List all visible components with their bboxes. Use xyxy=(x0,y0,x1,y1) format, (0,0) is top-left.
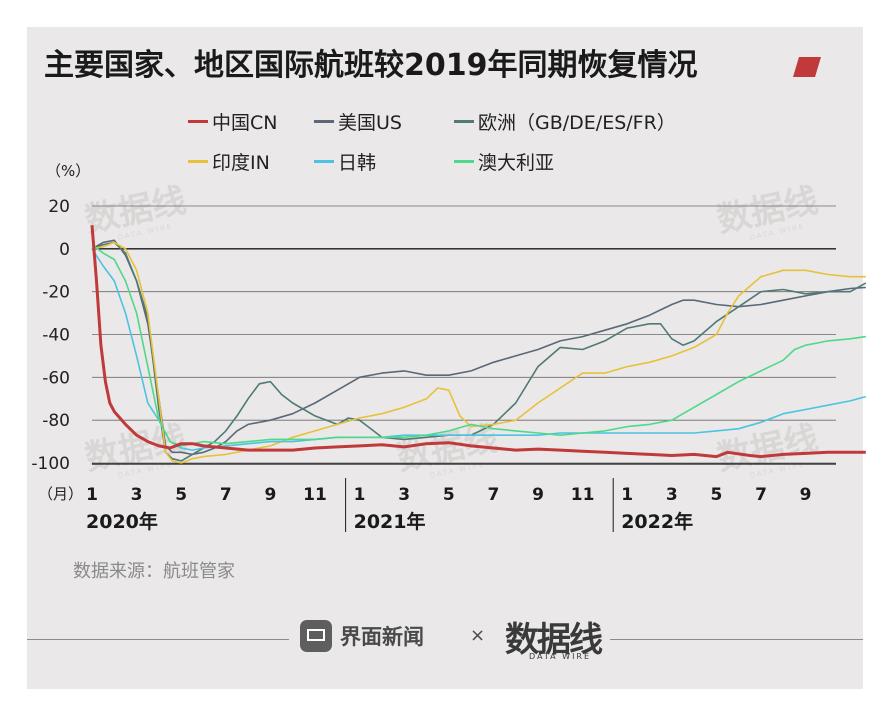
y-tick-label: -40 xyxy=(42,326,70,346)
x-tick-label: 7 xyxy=(755,485,767,505)
footer-divider-left xyxy=(27,639,289,640)
x-tick-label: 5 xyxy=(443,485,455,505)
legend-label: 欧洲（GB/DE/ES/FR） xyxy=(478,112,676,134)
jiemian-logo-icon xyxy=(300,620,332,652)
legend-swatch xyxy=(314,160,334,163)
legend-swatch xyxy=(314,120,334,123)
collab-times: × xyxy=(470,625,486,646)
chart-title: 主要国家、地区国际航班较2019年同期恢复情况 xyxy=(44,48,698,83)
year-label: 2020年 xyxy=(86,510,158,533)
y-tick-label: 20 xyxy=(48,197,70,217)
y-tick-label: -100 xyxy=(31,454,70,474)
legend-swatch xyxy=(188,160,208,163)
legend-label: 日韩 xyxy=(338,152,377,174)
jiemian-brand: 界面新闻 xyxy=(300,620,424,652)
legend-label: 中国CN xyxy=(212,112,278,134)
series-line-5 xyxy=(91,243,866,447)
legend-swatch xyxy=(454,160,474,163)
series-line-0 xyxy=(90,225,866,459)
year-label: 2021年 xyxy=(354,510,426,533)
x-tick-label: 9 xyxy=(800,485,812,505)
legend-item: 美国US xyxy=(314,108,402,135)
x-tick-label: 3 xyxy=(131,485,143,505)
source-note: 数据来源：航班管家 xyxy=(73,561,235,582)
legend-label: 澳大利亚 xyxy=(478,152,555,174)
x-tick-label: 1 xyxy=(86,485,98,505)
legend-item: 印度IN xyxy=(188,148,270,175)
x-tick-label: 9 xyxy=(264,485,276,505)
legend-item: 中国CN xyxy=(188,108,277,135)
y-unit-label: （%） xyxy=(46,162,91,180)
x-tick-label: 7 xyxy=(220,485,232,505)
chart-card xyxy=(27,27,863,689)
y-tick-label: 0 xyxy=(59,240,70,260)
y-tick-label: -20 xyxy=(42,283,70,303)
x-axis-label: （月） xyxy=(38,485,83,503)
data-wire-logo-text: 数据线 xyxy=(505,620,603,660)
legend: 中国CN 美国US 欧洲（GB/DE/ES/FR） 印度IN 日韩 澳大利亚 xyxy=(188,108,838,188)
series-line-2 xyxy=(91,241,867,462)
x-tick-label: 5 xyxy=(175,485,187,505)
x-tick-label: 11 xyxy=(303,485,327,505)
x-tick-label: 7 xyxy=(487,485,499,505)
legend-swatch xyxy=(188,120,208,123)
x-tick-label: 9 xyxy=(532,485,544,505)
x-tick-label: 1 xyxy=(621,485,633,505)
legend-item: 日韩 xyxy=(314,148,376,175)
y-tick-label: -60 xyxy=(42,368,70,388)
legend-swatch xyxy=(454,120,474,123)
x-tick-label: 1 xyxy=(354,485,366,505)
year-label: 2022年 xyxy=(621,510,693,533)
data-wire-logo: 数据线 DATA WIRE xyxy=(505,612,603,661)
legend-item: 澳大利亚 xyxy=(454,148,554,175)
x-tick-label: 5 xyxy=(710,485,722,505)
y-tick-label: -80 xyxy=(42,411,70,431)
legend-label: 美国US xyxy=(338,112,402,134)
data-wire-logo-sub: DATA WIRE xyxy=(529,652,592,661)
x-tick-label: 11 xyxy=(571,485,595,505)
legend-item: 欧洲（GB/DE/ES/FR） xyxy=(454,108,676,135)
footer-divider-right xyxy=(610,639,863,640)
title-accent-mark xyxy=(793,57,821,77)
brand-name: 界面新闻 xyxy=(340,625,424,649)
x-tick-label: 3 xyxy=(398,485,410,505)
legend-label: 印度IN xyxy=(212,152,270,174)
x-tick-label: 3 xyxy=(666,485,678,505)
series-line-3 xyxy=(91,241,866,464)
